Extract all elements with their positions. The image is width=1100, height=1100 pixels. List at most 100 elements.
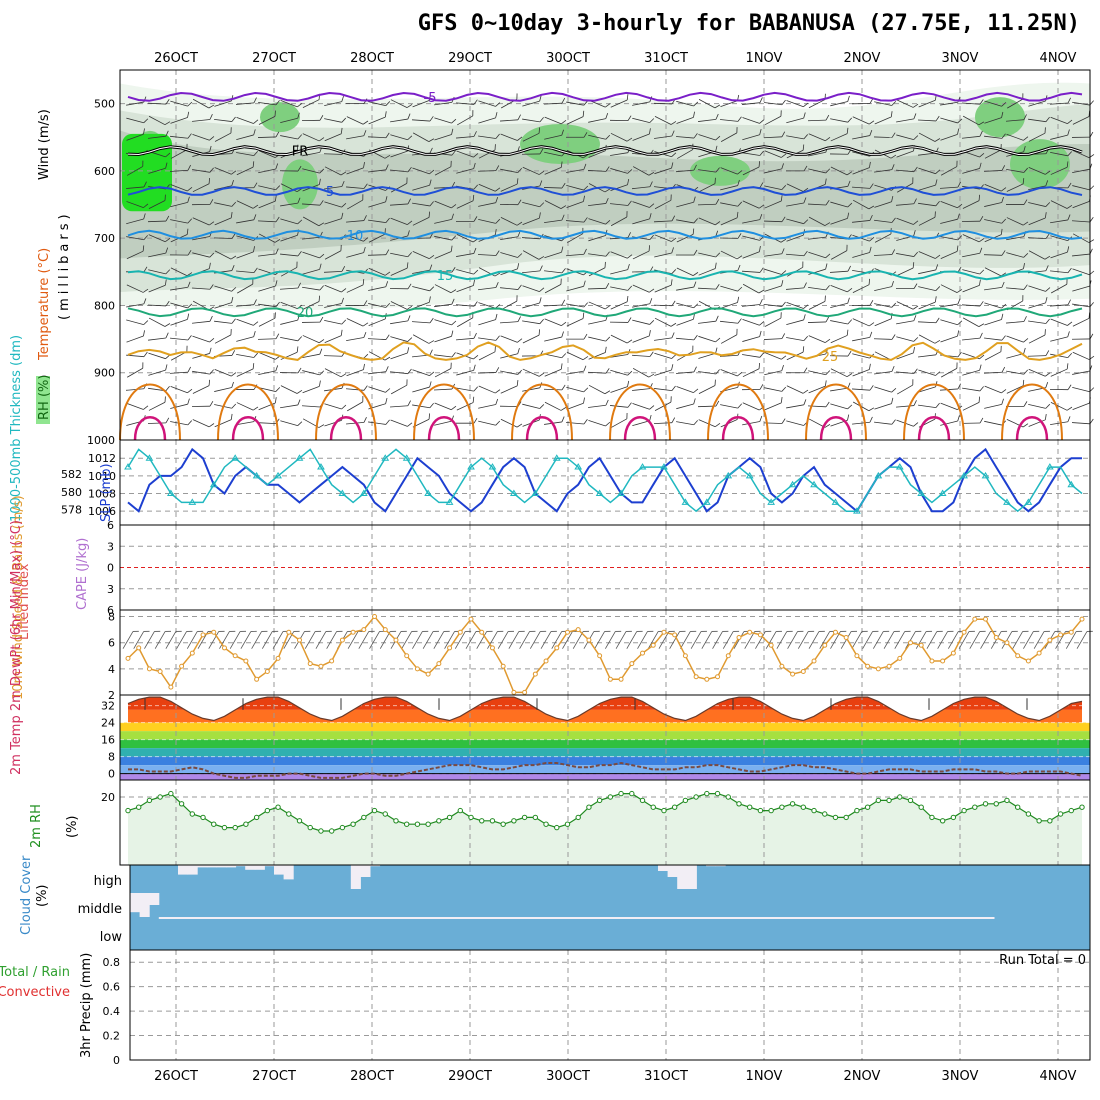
wind-barb-staff	[566, 303, 584, 308]
wind-barb-flag	[517, 263, 520, 269]
wind-barb-flag	[319, 253, 325, 259]
wind-barb-flag	[560, 407, 567, 411]
wind-barb-staff	[478, 302, 496, 309]
wind-barb-flag	[846, 127, 849, 134]
wind-barb-flag	[758, 204, 765, 209]
wind-barb-flag	[473, 162, 476, 169]
wind-barb-staff	[346, 167, 364, 175]
wind10m-speed-point	[757, 632, 763, 638]
wind-barb-staff	[763, 220, 783, 223]
wind-barb	[962, 194, 980, 209]
wind-barb-staff	[192, 385, 210, 394]
cloud-middle-clear	[408, 917, 419, 919]
cloud-middle-clear	[389, 917, 400, 919]
cloud-middle-clear	[283, 917, 294, 919]
wind-barb-staff	[126, 402, 144, 410]
wind-barb-staff	[434, 235, 452, 241]
wind-barb	[698, 167, 720, 173]
rh-patch-90	[122, 133, 172, 212]
wind-barb-staff	[280, 100, 298, 108]
date-label-top: 29OCT	[448, 51, 492, 66]
wind-barb-flag	[187, 388, 193, 394]
wind-barb	[192, 114, 213, 122]
wind-barb	[192, 133, 215, 141]
temp-band-warm	[128, 709, 1082, 723]
wind10m-barb-flag	[508, 630, 515, 632]
wind-barb	[434, 402, 457, 411]
cloud-middle-clear	[254, 917, 265, 919]
wind-barb-flag	[516, 221, 523, 226]
wind-barb-staff	[676, 302, 694, 309]
rh2m-point	[275, 804, 281, 810]
wind-barb-flag	[693, 398, 696, 405]
cloud-middle-clear	[178, 917, 189, 919]
wind-barb-flag	[649, 203, 655, 208]
wind-barb-flag	[913, 283, 918, 289]
wind-barb-flag	[1045, 265, 1049, 271]
cloud-middle-clear	[725, 917, 736, 919]
wind-barb-staff	[565, 253, 585, 257]
cloud-middle-clear	[878, 917, 889, 919]
cloud-middle-clear	[168, 917, 179, 919]
wind-barb-flag	[1067, 353, 1073, 358]
date-label-bottom: 28OCT	[350, 1069, 394, 1084]
wind-barb-staff	[830, 302, 848, 309]
wind-barb-staff	[455, 337, 475, 341]
cloud-middle-clear	[245, 917, 256, 919]
cloud-middle-clear	[600, 917, 611, 919]
wind-barb	[499, 199, 522, 206]
wind-barb	[543, 299, 566, 307]
rh2m-point	[489, 818, 496, 824]
wind-barb-flag	[275, 333, 280, 339]
wind10m-barb	[722, 630, 740, 649]
wind-barb-flag	[869, 363, 871, 370]
cloud-high-clear	[254, 865, 265, 870]
wind10m-speed-point	[511, 689, 517, 695]
wind-barb	[1050, 331, 1070, 342]
wind10m-barb	[615, 630, 632, 649]
wind-barb-staff	[786, 117, 804, 124]
wind-barb-flag	[847, 414, 850, 421]
wind-barb-staff	[852, 151, 870, 157]
wind-barb-staff	[808, 301, 826, 310]
wind-barb	[632, 414, 652, 427]
rh2m-point	[328, 828, 335, 834]
wind-barb-flag	[627, 285, 633, 291]
wind10m-barb-flag	[368, 630, 375, 632]
rh2m-point	[211, 821, 217, 827]
wind10m-barb-staff	[840, 631, 852, 649]
wind-barb	[235, 299, 257, 307]
wind10m-barb-staff	[894, 631, 906, 649]
wind-barb-flag	[429, 381, 432, 388]
wind-barb	[170, 218, 193, 224]
wind-barb	[455, 332, 477, 341]
wind-barb-staff	[544, 353, 562, 359]
wind-barb-flag	[583, 248, 587, 255]
wind-barb	[830, 329, 849, 344]
wind-barb	[522, 250, 545, 260]
wind-barb-flag	[362, 396, 364, 402]
wind-barb-staff	[544, 368, 562, 377]
wind-barb-flag	[957, 203, 963, 209]
wind-barb	[698, 379, 716, 394]
wind-barb-staff	[742, 166, 760, 176]
wind10m-speed-point	[532, 671, 538, 677]
wind-barb-staff	[324, 201, 342, 208]
wind-barb	[632, 298, 653, 308]
wind-barb-flag	[165, 300, 170, 307]
wind-barb-flag	[363, 353, 369, 359]
cloud-middle-clear	[523, 917, 534, 919]
wind-barb-flag	[428, 413, 430, 420]
wind-barb	[983, 250, 1006, 256]
wind10m-barb	[658, 630, 675, 649]
wind-barb-staff	[345, 220, 365, 223]
date-label-bottom: 3NOV	[942, 1069, 979, 1084]
wind-barb-flag	[1001, 218, 1007, 224]
wind-barb-staff	[170, 201, 188, 208]
wind-barb-staff	[236, 421, 254, 426]
wind-barb-staff	[346, 116, 364, 125]
wind-barb	[126, 319, 149, 325]
wind-barb-staff	[874, 303, 892, 308]
thickness-point	[810, 480, 818, 488]
wind-barb-flag	[715, 198, 720, 205]
